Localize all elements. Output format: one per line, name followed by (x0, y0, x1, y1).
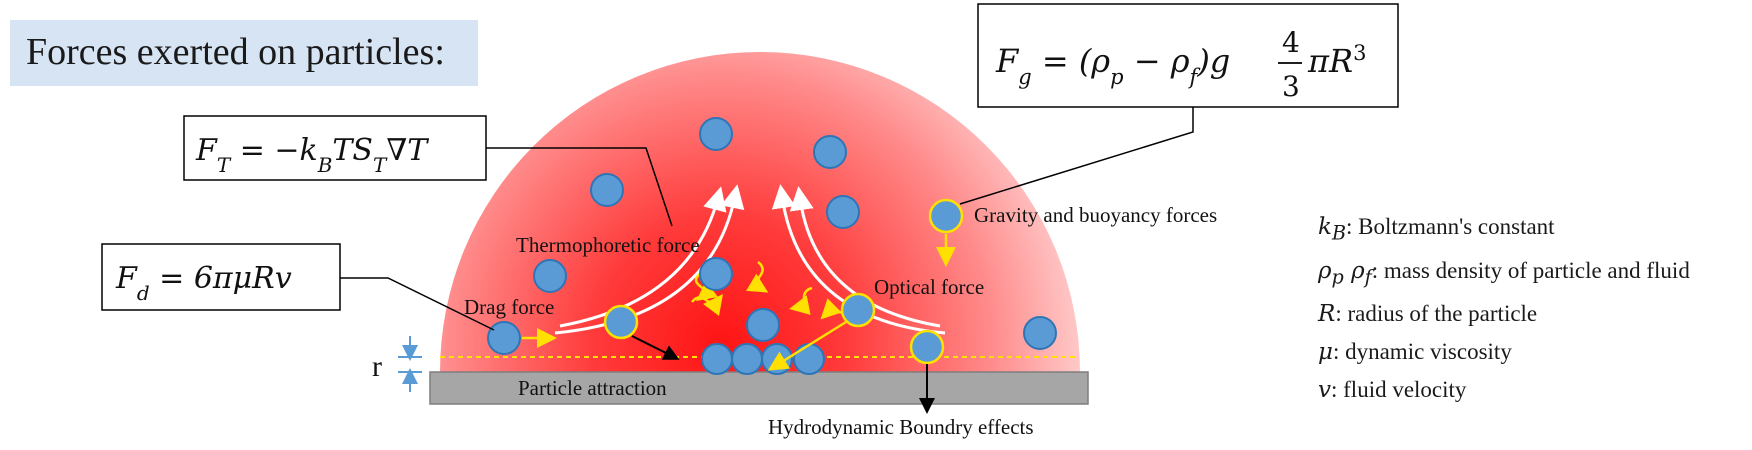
legend: kB: Boltzmann's constant ρp ρf: mass den… (1318, 208, 1738, 409)
particle-optical-highlight (840, 292, 876, 328)
particle (793, 343, 825, 375)
particle (533, 259, 567, 293)
particles (487, 117, 1057, 375)
thermophoretic-equation-box (183, 115, 487, 181)
particle-boundary-highlight (909, 329, 945, 365)
legend-item-r: R: radius of the particle (1318, 295, 1738, 333)
optical-force-arrow (767, 320, 847, 371)
particle (826, 195, 860, 229)
r-label: r (372, 350, 382, 383)
gravity-buoyancy-label: Gravity and buoyancy forces (974, 203, 1217, 227)
particle (590, 173, 624, 207)
particle (1023, 316, 1057, 350)
legend-text-kb: : Boltzmann's constant (1346, 214, 1555, 239)
attraction-arrow (631, 335, 680, 360)
particle (731, 343, 763, 375)
particle (699, 117, 733, 151)
legend-item-mu: μ: dynamic viscosity (1318, 333, 1738, 371)
particle-gravity-highlight (928, 198, 964, 234)
drag-force-label: Drag force (464, 295, 554, 319)
legend-item-kb: kB: Boltzmann's constant (1318, 208, 1738, 252)
legend-symbol-rho: ρp ρf (1318, 257, 1372, 289)
thermophoretic-leader (486, 147, 673, 227)
particle (746, 308, 780, 342)
optical-force-label: Optical force (874, 275, 984, 299)
thermophoretic-force-label: Thermophoretic force (516, 233, 700, 257)
heated-region (440, 52, 1080, 372)
legend-symbol-kb: kB (1318, 214, 1347, 245)
drag-equation-box (101, 243, 341, 311)
legend-text-rho: : mass density of particle and fluid (1371, 257, 1690, 283)
particle (699, 257, 733, 291)
particle (813, 135, 847, 169)
particle (701, 343, 733, 375)
legend-text-v: : fluid velocity (1331, 377, 1467, 403)
particle-attraction-label: Particle attraction (518, 376, 667, 400)
highlighted-particles (603, 198, 964, 365)
particle (487, 321, 521, 355)
legend-item-rho: ρp ρf: mass density of particle and flui… (1318, 252, 1738, 296)
legend-text-mu: : dynamic viscosity (1332, 339, 1512, 365)
particle-drag-highlight (603, 304, 639, 340)
legend-symbol-r: R (1318, 301, 1336, 328)
gravity-equation-box (977, 3, 1399, 108)
legend-symbol-mu: μ (1318, 339, 1333, 366)
drag-leader (340, 277, 495, 331)
substrate (429, 371, 1089, 405)
diagram-title: Forces exerted on particles: (26, 31, 445, 73)
hydrodynamic-label: Hydrodynamic Boundry effects (768, 415, 1034, 439)
convection-flow-arrows (554, 184, 946, 335)
gravity-leader (959, 107, 1194, 205)
legend-item-v: v: fluid velocity (1318, 371, 1738, 409)
legend-symbol-v: v (1318, 377, 1331, 404)
title-banner (10, 20, 478, 86)
heat-wavy-arrows (691, 261, 853, 320)
legend-text-r: : radius of the particle (1335, 301, 1538, 327)
gravity-fraction-numerator: 4 (1282, 26, 1300, 59)
gravity-fraction-denominator: 3 (1282, 70, 1300, 103)
